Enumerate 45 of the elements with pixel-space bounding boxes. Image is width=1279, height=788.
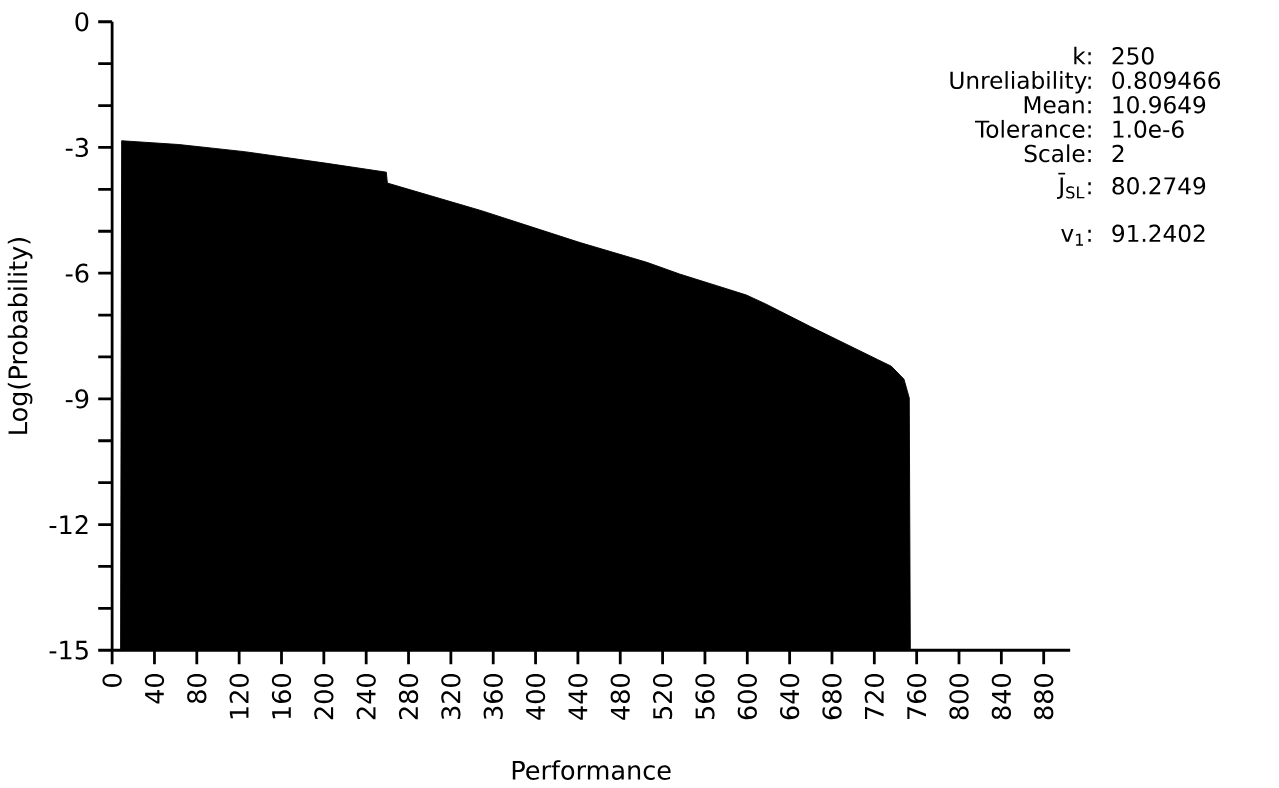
y-tick-label: -3 xyxy=(65,138,88,158)
y-axis-title: Log(Probability) xyxy=(7,238,33,434)
x-tick-label: 760 xyxy=(907,674,927,720)
text: 0.809466 xyxy=(1112,71,1221,90)
y-tick-label: -9 xyxy=(65,389,89,409)
annotation: Tolerance: xyxy=(974,120,1091,139)
x-tick-label: 280 xyxy=(398,674,419,720)
x-tick-label: 0 xyxy=(102,674,122,688)
x-tick-label: 120 xyxy=(229,674,249,719)
x-tick-label: 720 xyxy=(864,674,884,720)
text: k: xyxy=(1074,46,1091,65)
x-tick-label: 360 xyxy=(483,674,503,720)
x-tick-label: 480 xyxy=(610,674,630,720)
x-tick-label: 40 xyxy=(144,674,165,704)
x-tick-label: 200 xyxy=(314,674,334,720)
x-axis-title: Performance xyxy=(512,760,671,781)
x-tick-label: 240 xyxy=(356,674,376,720)
x-tick-label: 400 xyxy=(525,674,546,720)
annotation: Unreliability: xyxy=(950,71,1091,94)
annotation: v$_{1}$: xyxy=(1061,229,1091,246)
y-tick-label: 0 xyxy=(75,12,89,32)
text: 91.2402 xyxy=(1112,224,1205,243)
x-tick-label: 880 xyxy=(1034,674,1054,720)
x-tick-label: 320 xyxy=(441,674,461,720)
text: 1.0e-6 xyxy=(1113,120,1184,139)
y-tick-label: -6 xyxy=(65,263,89,283)
y-tick-label: -15 xyxy=(49,640,88,660)
text: 250 xyxy=(1112,47,1154,65)
y-tick-label: -12 xyxy=(49,515,88,535)
x-tick-label: 840 xyxy=(991,674,1011,720)
x-tick-label: 520 xyxy=(652,674,673,720)
annotation: Mean: xyxy=(1024,96,1091,114)
text: 2 xyxy=(1112,144,1124,163)
x-tick-label: 800 xyxy=(949,674,969,720)
text: 80.2749 xyxy=(1112,177,1206,195)
annotation: J̄$_{SL}$: xyxy=(1057,172,1091,200)
x-tick-label: 600 xyxy=(737,674,757,720)
x-tick-label: 640 xyxy=(780,674,800,720)
text: 10.9649 xyxy=(1113,96,1206,114)
x-tick-label: 440 xyxy=(568,674,588,720)
x-tick-label: 160 xyxy=(271,674,292,719)
x-tick-label: 680 xyxy=(822,674,842,720)
annotation: Scale: xyxy=(1024,144,1091,163)
x-tick-label: 560 xyxy=(695,674,715,720)
x-tick-label: 80 xyxy=(187,674,207,704)
